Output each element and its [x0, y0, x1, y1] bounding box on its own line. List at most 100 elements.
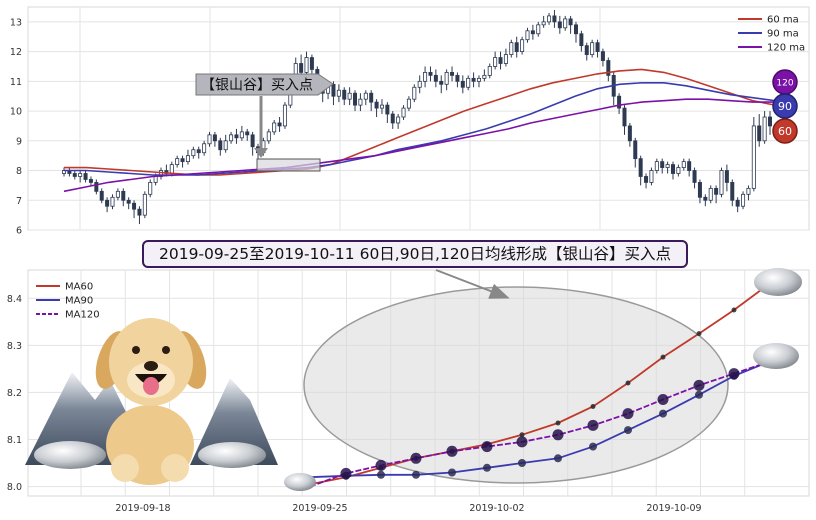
candle-body: [272, 122, 277, 133]
candle-body: [638, 158, 643, 177]
top-plot-area: [27, 6, 810, 231]
candle-body: [202, 143, 207, 154]
y-tick-label: 8: [16, 166, 22, 177]
candle-body: [530, 30, 535, 35]
candle-body: [433, 74, 438, 82]
candle-body: [250, 134, 255, 148]
candle-body: [390, 113, 395, 124]
x-tick-label: 2019-09-25: [292, 503, 347, 514]
data-point: [483, 463, 491, 472]
candle-body: [142, 193, 147, 216]
bottom-legend-label-ma90: MA90: [65, 296, 93, 307]
candle-body: [520, 39, 525, 52]
candle-body: [282, 104, 287, 127]
y-tick-label: 8.3: [7, 341, 22, 352]
candle-body: [223, 140, 228, 151]
ma-line-MA60: [309, 283, 770, 486]
silver-ingot-icon: [753, 343, 799, 369]
candle-body: [412, 86, 417, 100]
candle-body: [266, 131, 271, 142]
top-y-tick-labels: 6 7 8 9 10 11 12 13: [10, 17, 22, 236]
candle-body: [708, 187, 713, 201]
data-point: [622, 408, 634, 420]
silver-ingot-icon: [34, 441, 106, 469]
data-point: [696, 331, 702, 337]
candle-body: [762, 116, 767, 142]
highlight-ellipse: [303, 286, 729, 484]
candle-body: [229, 134, 234, 142]
candle-body: [121, 190, 126, 201]
y-tick-label: 8.4: [7, 294, 22, 305]
candle-body: [600, 51, 605, 61]
candle-body: [78, 173, 83, 177]
bottom-legend-label-ma60: MA60: [65, 282, 93, 293]
candle-body: [751, 125, 756, 189]
candle-body: [277, 122, 282, 127]
y-tick-label: 13: [10, 17, 22, 28]
bottom-y-tick-labels: 8.0 8.1 8.2 8.3 8.4: [7, 294, 22, 493]
callout-label: 【银山谷】买入点: [201, 78, 313, 94]
candle-body: [509, 42, 514, 55]
candle-body: [552, 15, 557, 23]
candle-body: [450, 72, 455, 76]
bottom-ma-lines: [309, 283, 770, 488]
candle-body: [563, 18, 568, 29]
data-point: [695, 390, 703, 399]
candle-body: [649, 170, 654, 183]
candle-body: [180, 158, 185, 163]
data-point: [375, 459, 387, 471]
badge-120-label: 120: [776, 79, 793, 89]
candle-body: [385, 104, 390, 115]
candle-body: [514, 42, 519, 53]
callout-arrow-head: [254, 148, 268, 158]
candle-body: [406, 98, 411, 109]
candle-body: [536, 24, 541, 35]
candle-body: [687, 161, 692, 171]
candle-body: [627, 125, 632, 142]
buy-point-zone: [256, 158, 321, 172]
candle-body: [196, 149, 201, 154]
candle-body: [439, 80, 444, 85]
candle-body: [724, 170, 729, 183]
data-point: [659, 409, 667, 418]
y-tick-label: 8.2: [7, 388, 22, 399]
x-tick-label: 2019-09-18: [115, 503, 170, 514]
bottom-x-tick-labels: 2019-09-18 2019-09-25 2019-10-02 2019-10…: [115, 503, 701, 514]
top-legend-label-120ma: 120 ma: [767, 43, 805, 54]
data-point: [519, 432, 525, 438]
y-tick-label: 8.0: [7, 482, 22, 493]
silver-ingot-icon: [284, 473, 316, 491]
candle-body: [703, 196, 708, 201]
data-point: [657, 394, 669, 405]
candle-body: [665, 164, 670, 168]
data-point: [340, 467, 352, 479]
candle-body: [579, 33, 584, 47]
data-point: [590, 404, 596, 409]
candle-body: [379, 104, 384, 109]
candle-body: [234, 134, 239, 139]
candle-body: [347, 92, 352, 100]
data-point: [448, 468, 456, 477]
candle-body: [498, 57, 503, 64]
candle-body: [212, 134, 217, 142]
candle-body: [185, 155, 190, 163]
candle-body: [239, 131, 244, 139]
data-point: [552, 429, 564, 441]
silver-ingot-icon: [198, 442, 266, 468]
data-point: [555, 420, 561, 426]
candle-body: [654, 161, 659, 171]
candle-body: [105, 199, 110, 207]
data-point: [624, 426, 632, 435]
candle-body: [719, 170, 724, 195]
candle-body: [471, 77, 476, 82]
candle-body: [466, 77, 471, 88]
candle-body: [83, 173, 88, 180]
data-point: [587, 419, 599, 431]
top-legend-label-60ma: 60 ma: [767, 15, 799, 26]
candle-body: [746, 187, 751, 195]
candle-body: [417, 80, 422, 88]
y-tick-label: 6: [16, 226, 22, 237]
badge-60-label: 60: [778, 125, 792, 138]
callout-label-box: [195, 73, 334, 96]
mountain-right: [190, 378, 278, 465]
